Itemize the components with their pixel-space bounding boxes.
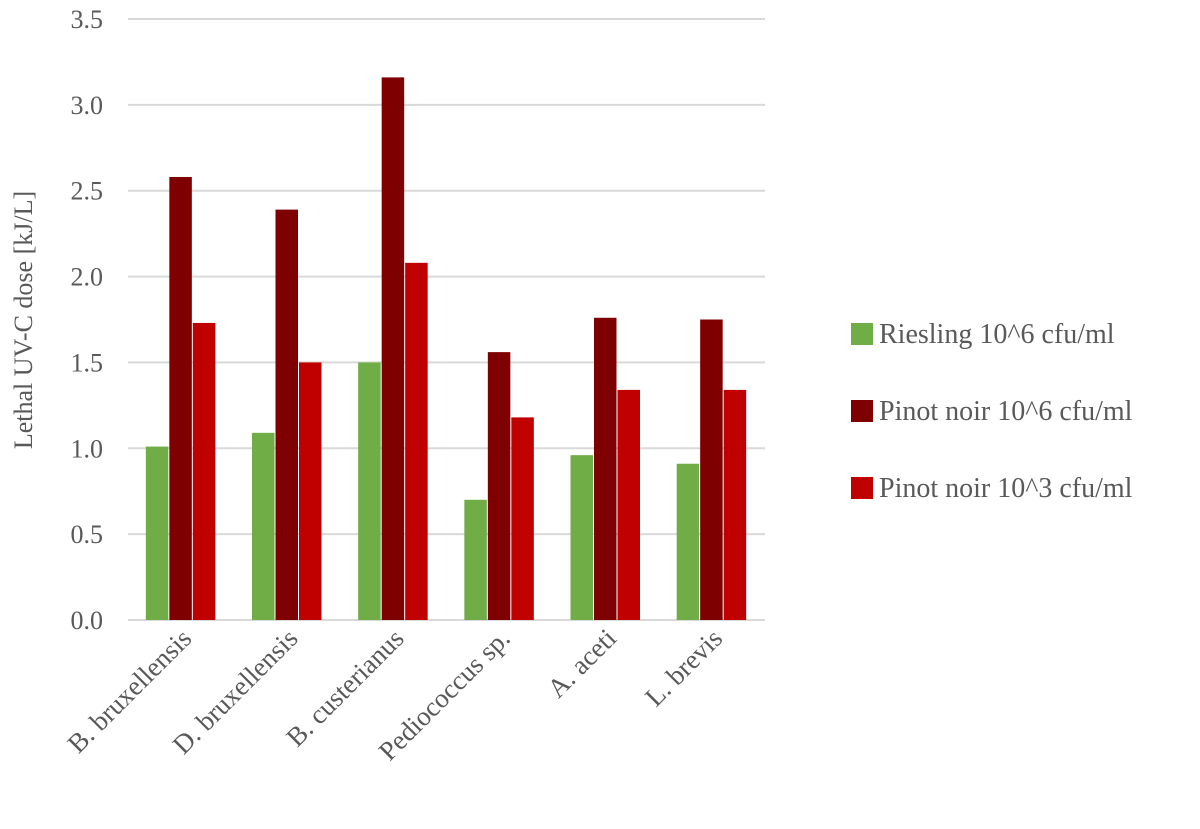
x-category-label: A. aceti xyxy=(541,623,622,704)
y-tick-label: 0.5 xyxy=(71,520,104,549)
bar xyxy=(676,463,700,620)
bar xyxy=(169,176,192,620)
x-category-label: L. brevis xyxy=(639,623,728,712)
bar xyxy=(594,317,617,620)
y-tick-label: 2.5 xyxy=(71,177,104,206)
bar xyxy=(299,362,322,620)
bar xyxy=(487,352,511,620)
bar xyxy=(700,319,723,620)
y-tick-label: 1.5 xyxy=(71,348,104,377)
y-axis-title: Lethal UV-C dose [kJ/L] xyxy=(9,191,38,449)
bar xyxy=(192,322,216,620)
y-axis-ticks: 0.0 0.5 1.0 1.5 2.0 2.5 3.0 3.5 xyxy=(71,5,104,635)
bar xyxy=(358,362,381,620)
gridlines xyxy=(128,18,765,621)
y-tick-label: 2.0 xyxy=(71,263,104,292)
legend-label: Pinot noir 10^3 cfu/ml xyxy=(879,473,1133,504)
legend-label: Pinot noir 10^6 cfu/ml xyxy=(879,396,1133,427)
legend: Riesling 10^6 cfu/ml Pinot noir 10^6 cfu/… xyxy=(851,319,1133,504)
bar xyxy=(617,389,640,620)
y-tick-label: 3.5 xyxy=(71,5,104,34)
y-tick-label: 0.0 xyxy=(71,606,104,635)
bar xyxy=(464,499,487,620)
legend-swatch xyxy=(851,323,873,345)
bar xyxy=(275,209,298,621)
bar xyxy=(405,262,428,620)
legend-swatch xyxy=(851,400,873,422)
bar xyxy=(252,432,275,620)
legend-label: Riesling 10^6 cfu/ml xyxy=(879,319,1115,350)
legend-swatch xyxy=(851,477,873,499)
bar xyxy=(511,417,534,620)
y-tick-label: 1.0 xyxy=(71,434,104,463)
y-tick-label: 3.0 xyxy=(71,91,104,120)
bars xyxy=(145,77,747,621)
bar xyxy=(723,389,747,620)
bar xyxy=(381,77,405,620)
bar xyxy=(570,455,593,620)
bar xyxy=(145,446,169,620)
